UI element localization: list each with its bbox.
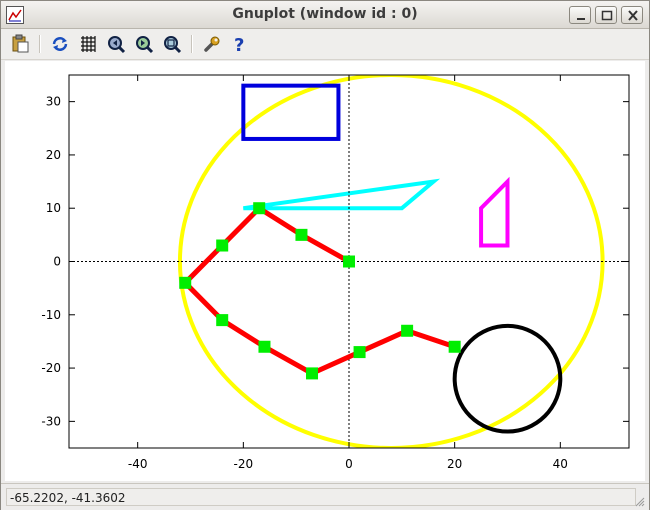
data-point: [448, 340, 461, 353]
black-circle: [452, 323, 563, 434]
gnuplot-app-icon: [6, 6, 24, 24]
plot-svg[interactable]: -40 -20 0 20 40 30 20 10 0 -10 -20 -30: [5, 61, 645, 481]
series-line: [182, 205, 456, 376]
clipboard-icon: [12, 34, 29, 53]
zoom-next-button[interactable]: [133, 33, 155, 55]
close-button[interactable]: [621, 6, 643, 24]
x-tick-label: -20: [234, 457, 254, 471]
toolbar-separator: [191, 35, 193, 53]
minimize-icon: [577, 18, 585, 20]
y-tick-label: 20: [46, 148, 61, 162]
title-bar[interactable]: Gnuplot (window id : 0): [1, 1, 649, 29]
zoom-previous-button[interactable]: [105, 33, 127, 55]
data-point: [401, 324, 414, 337]
x-tick-label: -40: [128, 457, 148, 471]
autoscale-icon: [164, 36, 182, 54]
y-tick-label: 0: [53, 255, 61, 269]
svg-text:?: ?: [234, 35, 244, 55]
toolbar: ?: [1, 29, 649, 60]
toggle-grid-button[interactable]: [77, 33, 99, 55]
data-point: [353, 346, 366, 359]
plot-canvas[interactable]: -40 -20 0 20 40 30 20 10 0 -10 -20 -30: [5, 61, 645, 481]
y-tick-label: 10: [46, 201, 61, 215]
data-point: [179, 276, 192, 289]
copy-to-clipboard-button[interactable]: [9, 33, 31, 55]
wrench-icon: [204, 36, 220, 52]
data-point: [295, 228, 308, 241]
y-tick-label: -20: [41, 361, 61, 375]
magenta-polygon: [479, 176, 510, 248]
grid-icon: [81, 36, 96, 52]
data-point: [253, 202, 266, 215]
maximize-icon: [601, 10, 613, 21]
status-bar: -65.2202, -41.3602: [1, 483, 649, 510]
help-button[interactable]: ?: [229, 33, 251, 55]
minimize-button[interactable]: [569, 6, 591, 24]
data-point: [306, 367, 319, 380]
maximize-button[interactable]: [595, 6, 617, 24]
zoom-prev-icon: [108, 36, 126, 54]
zoom-next-icon: [136, 36, 154, 54]
y-tick-label: -30: [41, 414, 61, 428]
x-tick-label: 40: [553, 457, 568, 471]
resize-grip-icon[interactable]: [635, 497, 645, 507]
data-point: [343, 255, 355, 268]
help-icon: ?: [234, 35, 244, 55]
options-button[interactable]: [201, 33, 223, 55]
data-point: [216, 314, 229, 327]
replot-icon: [52, 37, 68, 51]
toolbar-separator: [39, 35, 41, 53]
mouse-coordinates: -65.2202, -41.3602: [6, 488, 636, 506]
replot-button[interactable]: [49, 33, 71, 55]
window-title: Gnuplot (window id : 0): [232, 6, 418, 22]
x-tick-label: 0: [345, 457, 353, 471]
y-tick-label: 30: [46, 95, 61, 109]
data-point: [258, 340, 271, 353]
cyan-polygon: [243, 178, 441, 211]
x-tick-label: 20: [447, 457, 462, 471]
close-icon: [628, 10, 638, 21]
blue-rectangle: [241, 83, 341, 141]
autoscale-button[interactable]: [161, 33, 183, 55]
data-point: [216, 239, 229, 252]
y-tick-label: -10: [41, 308, 61, 322]
